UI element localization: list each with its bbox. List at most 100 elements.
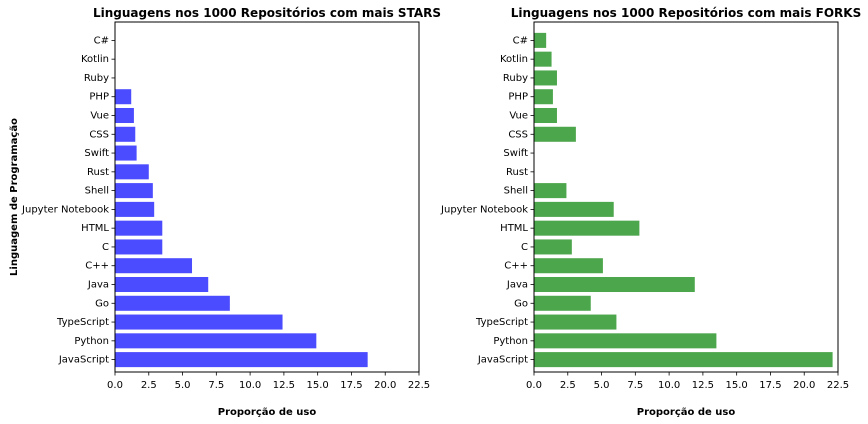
bar bbox=[534, 201, 614, 217]
x-tick-label: 12.5 bbox=[692, 380, 714, 391]
bar bbox=[534, 89, 553, 105]
y-tick-label: C# bbox=[513, 35, 528, 46]
bar bbox=[115, 276, 209, 293]
bar bbox=[534, 276, 695, 293]
chart-title: Linguagens nos 1000 Repositórios com mai… bbox=[93, 6, 441, 20]
bar bbox=[534, 51, 552, 67]
y-tick-label: C# bbox=[94, 35, 109, 46]
x-tick-label: 0.0 bbox=[526, 380, 542, 391]
bar bbox=[115, 201, 155, 217]
x-tick-label: 15.0 bbox=[726, 380, 748, 391]
y-tick-label: TypeScript bbox=[56, 317, 109, 328]
x-tick-label: 22.5 bbox=[827, 380, 849, 391]
y-tick-label: C bbox=[521, 242, 528, 253]
y-tick-label: PHP bbox=[89, 92, 109, 103]
y-tick-label: Vue bbox=[90, 111, 109, 122]
bar bbox=[534, 239, 572, 255]
y-tick-label: Vue bbox=[509, 111, 528, 122]
y-tick-label: Python bbox=[74, 336, 109, 347]
bar bbox=[115, 220, 163, 236]
y-tick-label: Python bbox=[493, 336, 528, 347]
y-tick-label: C++ bbox=[85, 261, 109, 272]
bar bbox=[534, 107, 557, 124]
bar bbox=[115, 239, 163, 255]
bar bbox=[115, 183, 153, 199]
y-ticks: JavaScript Python TypeScript Go Java C++ C HTML… bbox=[440, 35, 534, 366]
bar bbox=[534, 32, 547, 48]
x-ticks: 0.0 2.5 5.0 7.5 10.0 12.5 15.0 17.5 20.0 22.5 bbox=[107, 372, 430, 391]
bar bbox=[534, 70, 557, 86]
bars bbox=[115, 89, 368, 368]
bar bbox=[115, 89, 132, 105]
y-tick-label: JavaScript bbox=[58, 355, 109, 366]
x-tick-label: 2.5 bbox=[141, 380, 157, 391]
x-tick-label: 20.0 bbox=[374, 380, 396, 391]
bar bbox=[534, 183, 567, 199]
stars-chart: Linguagens nos 1000 Repositórios com mai… bbox=[9, 6, 441, 418]
forks-chart: Linguagens nos 1000 Repositórios com mai… bbox=[440, 6, 861, 418]
y-tick-label: Swift bbox=[503, 148, 528, 159]
y-tick-label: CSS bbox=[508, 129, 528, 140]
bar bbox=[534, 352, 833, 368]
bar bbox=[534, 126, 576, 142]
y-tick-label: Rust bbox=[87, 167, 109, 178]
bars bbox=[534, 32, 833, 368]
x-axis-label: Proporção de uso bbox=[637, 407, 736, 418]
x-tick-label: 22.5 bbox=[408, 380, 430, 391]
bar bbox=[115, 314, 283, 330]
y-tick-label: Kotlin bbox=[81, 54, 109, 65]
x-tick-label: 5.0 bbox=[175, 380, 191, 391]
bar bbox=[534, 258, 603, 274]
bar bbox=[115, 295, 230, 311]
y-tick-label: TypeScript bbox=[475, 317, 528, 328]
y-axis-label: Linguagem de Programação bbox=[9, 118, 20, 276]
x-tick-label: 7.5 bbox=[627, 380, 643, 391]
x-tick-label: 20.0 bbox=[793, 380, 815, 391]
x-tick-label: 12.5 bbox=[273, 380, 295, 391]
y-tick-label: Rust bbox=[506, 167, 528, 178]
y-tick-label: CSS bbox=[89, 129, 109, 140]
y-ticks: JavaScript Python TypeScript Go Java C++ C HTML… bbox=[21, 35, 115, 366]
x-tick-label: 0.0 bbox=[107, 380, 123, 391]
bar bbox=[115, 333, 317, 349]
y-tick-label: Go bbox=[514, 298, 528, 309]
y-tick-label: Jupyter Notebook bbox=[440, 204, 528, 215]
bar bbox=[534, 295, 591, 311]
x-tick-label: 7.5 bbox=[208, 380, 224, 391]
bar bbox=[534, 314, 617, 330]
y-tick-label: Shell bbox=[504, 186, 528, 197]
y-tick-label: C bbox=[102, 242, 109, 253]
bar bbox=[115, 258, 193, 274]
y-tick-label: Shell bbox=[85, 186, 109, 197]
y-tick-label: Swift bbox=[84, 148, 109, 159]
y-tick-label: Kotlin bbox=[500, 54, 528, 65]
bar bbox=[115, 352, 368, 368]
plot-frame bbox=[114, 21, 420, 373]
bar bbox=[534, 333, 717, 349]
bar bbox=[115, 126, 136, 142]
bar bbox=[115, 164, 149, 180]
x-tick-label: 17.5 bbox=[340, 380, 362, 391]
x-axis-label: Proporção de uso bbox=[218, 407, 317, 418]
y-tick-label: Java bbox=[506, 280, 528, 291]
y-tick-label: Ruby bbox=[503, 73, 528, 84]
x-ticks: 0.0 2.5 5.0 7.5 10.0 12.5 15.0 17.5 20.0 22.5 bbox=[526, 372, 849, 391]
y-tick-label: C++ bbox=[504, 261, 528, 272]
y-tick-label: Ruby bbox=[84, 73, 109, 84]
y-tick-label: PHP bbox=[508, 92, 528, 103]
bar bbox=[115, 107, 134, 124]
bar bbox=[115, 145, 137, 161]
x-tick-label: 10.0 bbox=[239, 380, 261, 391]
plot-frame bbox=[533, 21, 839, 373]
y-tick-label: Jupyter Notebook bbox=[21, 204, 109, 215]
x-tick-label: 2.5 bbox=[560, 380, 576, 391]
x-tick-label: 10.0 bbox=[658, 380, 680, 391]
y-tick-label: JavaScript bbox=[477, 355, 528, 366]
x-tick-label: 5.0 bbox=[594, 380, 610, 391]
y-tick-label: HTML bbox=[81, 223, 109, 234]
bar bbox=[534, 220, 640, 236]
y-tick-label: Java bbox=[87, 280, 109, 291]
x-tick-label: 15.0 bbox=[307, 380, 329, 391]
chart-title: Linguagens nos 1000 Repositórios com mai… bbox=[511, 6, 862, 20]
